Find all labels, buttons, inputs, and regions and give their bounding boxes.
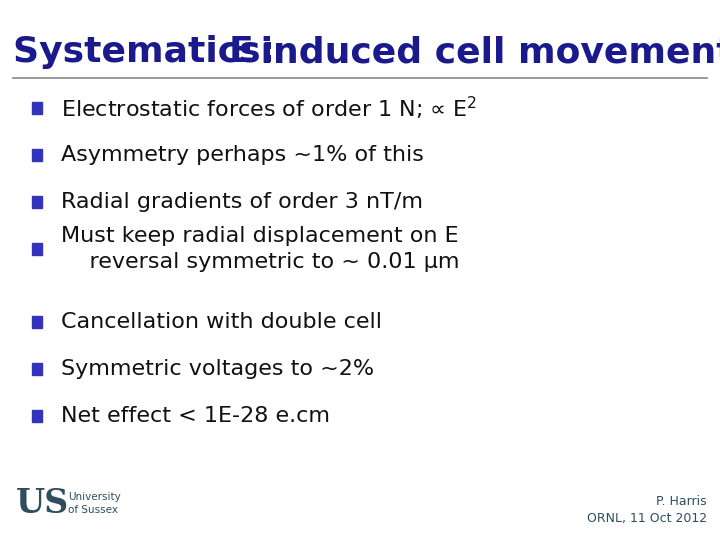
Text: E: E: [229, 35, 253, 69]
FancyBboxPatch shape: [32, 316, 42, 328]
Text: Radial gradients of order 3 nT/m: Radial gradients of order 3 nT/m: [61, 192, 423, 212]
FancyBboxPatch shape: [32, 102, 42, 114]
FancyBboxPatch shape: [32, 363, 42, 375]
FancyBboxPatch shape: [32, 149, 42, 161]
Text: Must keep radial displacement on E
    reversal symmetric to ~ 0.01 μm: Must keep radial displacement on E rever…: [61, 226, 459, 272]
Text: Net effect < 1E-28 e.cm: Net effect < 1E-28 e.cm: [61, 406, 330, 426]
Text: induced cell movement: induced cell movement: [248, 35, 720, 69]
Text: Asymmetry perhaps ~1% of this: Asymmetry perhaps ~1% of this: [61, 145, 424, 165]
Text: University
of Sussex: University of Sussex: [68, 492, 121, 515]
Text: Cancellation with double cell: Cancellation with double cell: [61, 312, 382, 332]
Text: Symmetric voltages to ~2%: Symmetric voltages to ~2%: [61, 359, 374, 379]
Text: P. Harris
ORNL, 11 Oct 2012: P. Harris ORNL, 11 Oct 2012: [587, 495, 707, 525]
Text: US: US: [16, 487, 69, 520]
FancyBboxPatch shape: [32, 196, 42, 208]
FancyBboxPatch shape: [32, 243, 42, 255]
Text: Electrostatic forces of order 1 N; ∝ E$^2$: Electrostatic forces of order 1 N; ∝ E$^…: [61, 94, 477, 122]
FancyBboxPatch shape: [32, 410, 42, 422]
Text: Systematics:: Systematics:: [13, 35, 287, 69]
